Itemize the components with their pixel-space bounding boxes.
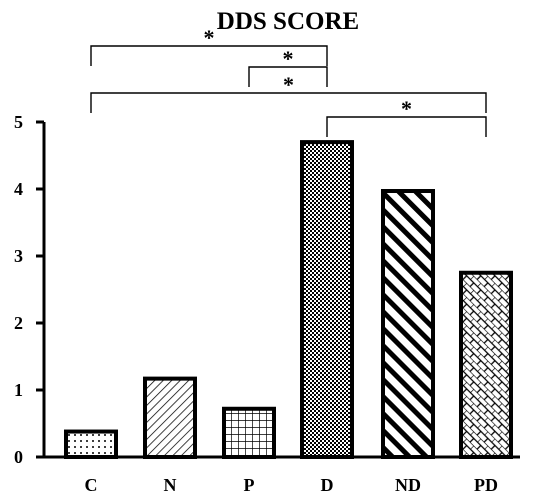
bars [64,140,513,460]
significance-bracket [326,116,487,137]
bar-c [64,429,118,460]
chart-title: DDS SCORE [217,8,359,35]
significance-brackets: **** [90,25,487,137]
significance-bracket [248,66,328,87]
y-tick-label: 2 [14,313,23,333]
significance-star: * [283,72,294,97]
y-tick-label: 1 [14,380,23,400]
bar-pd [459,270,513,459]
significance-star: * [283,46,294,71]
x-axis-labels: C N P D ND PD [85,475,499,495]
bar-nd [381,189,435,459]
x-tick-label-pd: PD [474,475,498,495]
x-tick-label-c: C [85,475,98,495]
significance-bracket [90,45,328,66]
y-tick-label: 0 [14,447,23,467]
significance-star: * [401,96,412,121]
y-tick-label: 3 [14,246,23,266]
x-tick-label-p: P [244,475,255,495]
significance-bracket [90,92,487,113]
x-tick-label-d: D [321,475,334,495]
y-axis-ticks: 0 1 2 3 4 5 [14,112,44,467]
y-tick-label: 4 [14,179,23,199]
x-tick-label-n: N [164,475,177,495]
bar-n [143,376,197,459]
bar-p [222,406,276,460]
bar-d [300,140,354,459]
y-tick-label: 5 [14,112,23,132]
significance-star: * [204,25,215,50]
x-tick-label-nd: ND [395,475,421,495]
